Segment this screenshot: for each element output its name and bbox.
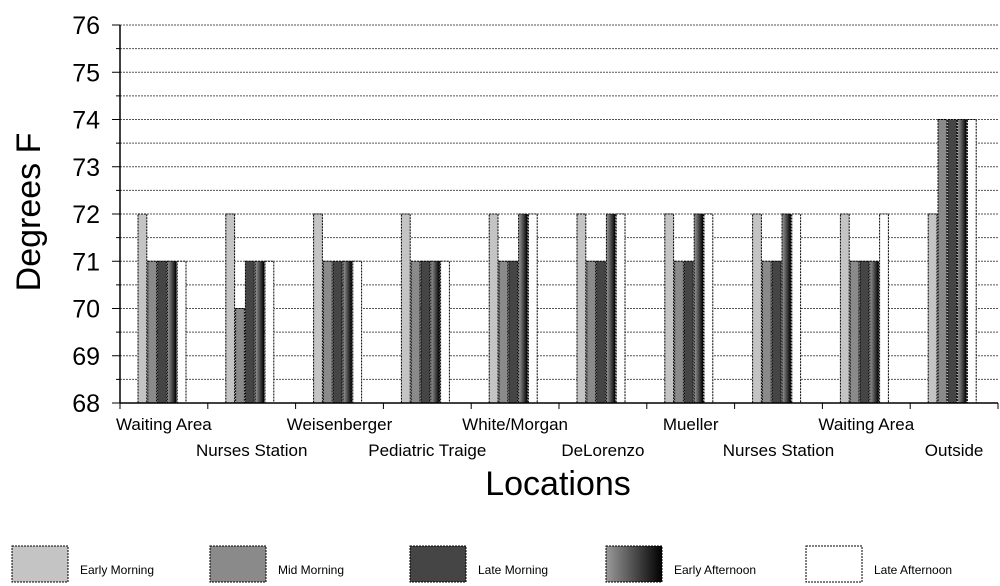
bar-late-morning — [420, 260, 431, 404]
x-tick-label: Pediatric Traige — [368, 441, 486, 460]
legend-swatch — [409, 545, 467, 583]
bar-early-afternoon — [430, 260, 441, 404]
y-tick-label: 76 — [72, 12, 100, 40]
y-tick-label: 69 — [72, 343, 100, 371]
bar-late-afternoon — [615, 213, 626, 404]
bar-early-afternoon — [518, 213, 528, 404]
bar-late-morning — [771, 260, 782, 404]
bar-late-afternoon — [527, 213, 538, 404]
bar-early-afternoon — [781, 213, 792, 404]
bar-late-afternoon — [791, 213, 802, 404]
bar-early-morning — [313, 213, 323, 404]
bar-late-morning — [157, 260, 167, 404]
bar-mid-morning — [147, 260, 158, 404]
bar-late-afternoon — [352, 260, 363, 404]
bar-early-afternoon — [693, 213, 704, 404]
x-tick-label: Nurses Station — [723, 441, 835, 460]
legend: Early Morning Mid Morning Late Morning Earl… — [11, 545, 952, 583]
bar-early-afternoon — [342, 260, 353, 404]
y-tick-label: 70 — [72, 296, 100, 324]
bar-early-afternoon — [869, 260, 880, 404]
legend-swatch — [11, 545, 69, 583]
bar-late-afternoon — [440, 260, 450, 404]
legend-swatch — [805, 545, 863, 583]
bar-mid-morning — [322, 260, 333, 404]
y-tick-label: 71 — [72, 248, 100, 276]
bar-mid-morning — [937, 119, 948, 404]
bar-early-morning — [576, 213, 587, 404]
y-tick-label: 72 — [72, 201, 100, 229]
bar-late-morning — [947, 119, 958, 404]
x-tick-label: Nurses Station — [196, 441, 308, 460]
bar-late-morning — [859, 260, 870, 404]
bar-early-morning — [225, 213, 236, 404]
bar-late-morning — [244, 260, 255, 404]
bar-late-afternoon — [176, 260, 187, 404]
bar-mid-morning — [498, 260, 509, 404]
legend-label: Early Afternoon — [674, 563, 756, 577]
bars — [137, 119, 977, 404]
bar-early-morning — [927, 213, 938, 404]
legend-swatch — [605, 545, 663, 583]
y-axis-title: Degrees F — [10, 133, 48, 292]
bar-late-morning — [508, 260, 519, 404]
y-tick-label: 75 — [72, 59, 100, 87]
bar-early-afternoon — [254, 260, 265, 404]
x-tick-label: White/Morgan — [462, 415, 568, 434]
bar-mid-morning — [586, 260, 597, 404]
y-tick-label: 74 — [72, 107, 100, 135]
bar-late-afternoon — [966, 119, 977, 404]
legend-label: Late Afternoon — [874, 563, 952, 577]
bar-early-afternoon — [957, 119, 967, 404]
x-axis-title: Locations — [485, 465, 631, 503]
legend-label: Late Morning — [478, 563, 548, 577]
bar-mid-morning — [761, 260, 772, 404]
bar-early-afternoon — [605, 213, 616, 404]
bar-mid-morning — [410, 260, 421, 404]
bar-late-afternoon — [703, 213, 714, 404]
x-tick-label: Mueller — [663, 415, 719, 434]
x-tick-label: Waiting Area — [818, 415, 914, 434]
bar-early-morning — [839, 213, 850, 404]
y-tick-label: 68 — [72, 390, 100, 418]
x-tick-label: Weisenberger — [287, 415, 393, 434]
legend-swatch — [209, 545, 267, 583]
axes — [112, 24, 999, 409]
legend-label: Mid Morning — [278, 563, 344, 577]
bar-late-morning — [596, 260, 606, 404]
x-tick-label: Outside — [925, 441, 984, 460]
y-tick-label: 73 — [72, 154, 100, 182]
bar-early-morning — [400, 213, 411, 404]
legend-label: Early Morning — [80, 563, 154, 577]
gridlines — [120, 24, 998, 380]
x-tick-labels: Waiting Area Nurses Station Weisenberger Pe… — [116, 415, 983, 460]
x-tick-label: DeLorenzo — [561, 441, 644, 460]
bar-early-morning — [488, 213, 499, 404]
bar-early-afternoon — [166, 260, 177, 404]
bar-mid-morning — [849, 260, 860, 404]
bar-late-afternoon — [264, 260, 275, 404]
bar-late-morning — [683, 260, 694, 404]
bar-early-morning — [137, 213, 148, 404]
bar-mid-morning — [235, 308, 245, 404]
x-tick-label: Waiting Area — [116, 415, 212, 434]
bar-late-morning — [332, 260, 343, 404]
bar-early-morning — [752, 213, 762, 404]
bar-mid-morning — [674, 260, 684, 404]
bar-late-afternoon — [879, 213, 889, 404]
bar-early-morning — [664, 213, 675, 404]
y-tick-labels: 68 69 70 71 72 73 74 75 76 — [72, 12, 100, 418]
